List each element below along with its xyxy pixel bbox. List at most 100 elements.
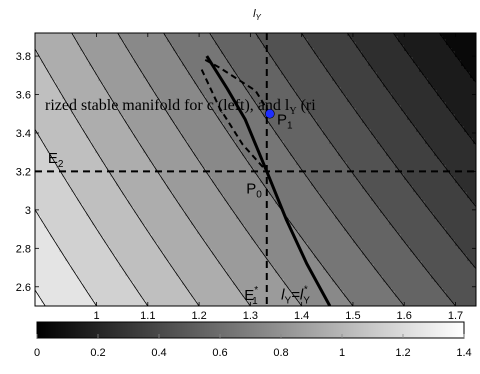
heatmap-cell	[113, 96, 117, 100]
heatmap-cell	[137, 225, 141, 229]
heatmap-cell	[71, 93, 75, 97]
heatmap-cell	[95, 177, 99, 181]
heatmap-cell	[56, 267, 60, 271]
heatmap-cell	[101, 108, 105, 112]
heatmap-cell	[68, 36, 72, 40]
heatmap-cell	[92, 237, 96, 241]
heatmap-cell	[134, 75, 138, 79]
heatmap-cell	[53, 198, 57, 202]
heatmap-cell	[119, 297, 123, 301]
heatmap-cell	[59, 246, 63, 250]
heatmap-cell	[125, 177, 129, 181]
heatmap-cell	[122, 207, 126, 211]
heatmap-cell	[122, 120, 126, 124]
heatmap-cell	[80, 93, 84, 97]
heatmap-cell	[56, 300, 60, 304]
heatmap-cell	[92, 210, 96, 214]
heatmap-cell	[41, 138, 45, 142]
heatmap-cell	[50, 288, 54, 292]
heatmap-cell	[80, 186, 84, 190]
heatmap-cell	[137, 246, 141, 250]
heatmap-cell	[134, 219, 138, 223]
heatmap-cell	[74, 54, 78, 58]
heatmap-cell	[77, 54, 81, 58]
heatmap-cell	[53, 213, 57, 217]
heatmap-cell	[77, 174, 81, 178]
heatmap-cell	[35, 252, 39, 256]
heatmap-cell	[92, 294, 96, 298]
heatmap-cell	[65, 57, 69, 61]
heatmap-cell	[140, 225, 144, 229]
heatmap-cell	[119, 240, 123, 244]
heatmap-cell	[38, 111, 42, 115]
heatmap-cell	[125, 42, 129, 46]
heatmap-cell	[74, 138, 78, 142]
heatmap-cell	[89, 171, 93, 175]
heatmap-cell	[89, 270, 93, 274]
heatmap-cell	[80, 201, 84, 205]
heatmap-cell	[113, 195, 117, 199]
heatmap-cell	[131, 168, 135, 172]
heatmap-cell	[128, 135, 132, 139]
heatmap-cell	[137, 147, 141, 151]
heatmap-cell	[122, 162, 126, 166]
heatmap-cell	[98, 273, 102, 277]
heatmap-cell	[35, 225, 39, 229]
heatmap-cell	[140, 153, 144, 157]
heatmap-cell	[44, 114, 48, 118]
heatmap-cell	[113, 201, 117, 205]
heatmap-cell	[89, 162, 93, 166]
heatmap-cell	[95, 141, 99, 145]
heatmap-cell	[47, 201, 51, 205]
heatmap-cell	[122, 99, 126, 103]
heatmap-cell	[62, 165, 66, 169]
heatmap-cell	[77, 36, 81, 40]
heatmap-cell	[86, 288, 90, 292]
heatmap-cell	[98, 108, 102, 112]
heatmap-cell	[101, 144, 105, 148]
heatmap-cell	[104, 258, 108, 262]
heatmap-cell	[107, 108, 111, 112]
heatmap-cell	[86, 123, 90, 127]
heatmap-cell	[65, 240, 69, 244]
heatmap-cell	[68, 294, 72, 298]
heatmap-cell	[41, 222, 45, 226]
heatmap-cell	[62, 87, 66, 91]
heatmap-cell	[62, 177, 66, 181]
heatmap-cell	[59, 276, 63, 280]
heatmap-cell	[80, 294, 84, 298]
heatmap-cell	[80, 51, 84, 55]
heatmap-cell	[131, 270, 135, 274]
heatmap-cell	[110, 111, 114, 115]
heatmap-cell	[56, 93, 60, 97]
heatmap-cell	[128, 63, 132, 67]
heatmap-cell	[44, 237, 48, 241]
heatmap-cell	[98, 48, 102, 52]
heatmap-cell	[122, 96, 126, 100]
heatmap-cell	[86, 282, 90, 286]
heatmap-cell	[59, 72, 63, 76]
heatmap-cell	[35, 87, 39, 91]
heatmap-cell	[62, 111, 66, 115]
heatmap-cell	[116, 144, 120, 148]
heatmap-cell	[62, 81, 66, 85]
heatmap-cell	[53, 69, 57, 73]
heatmap-cell	[56, 111, 60, 115]
heatmap-cell	[131, 261, 135, 265]
heatmap-cell	[38, 147, 42, 151]
heatmap-cell	[41, 216, 45, 220]
heatmap-cell	[131, 126, 135, 130]
heatmap-cell	[83, 129, 87, 133]
heatmap-cell	[86, 105, 90, 109]
heatmap-cell	[38, 153, 42, 157]
heatmap-cell	[83, 42, 87, 46]
heatmap-cell	[89, 117, 93, 121]
heatmap-cell	[83, 51, 87, 55]
heatmap-cell	[140, 162, 144, 166]
heatmap-cell	[104, 141, 108, 145]
heatmap-cell	[134, 156, 138, 160]
heatmap-cell	[137, 63, 141, 67]
heatmap-cell	[74, 264, 78, 268]
heatmap-cell	[95, 261, 99, 265]
heatmap-cell	[59, 51, 63, 55]
